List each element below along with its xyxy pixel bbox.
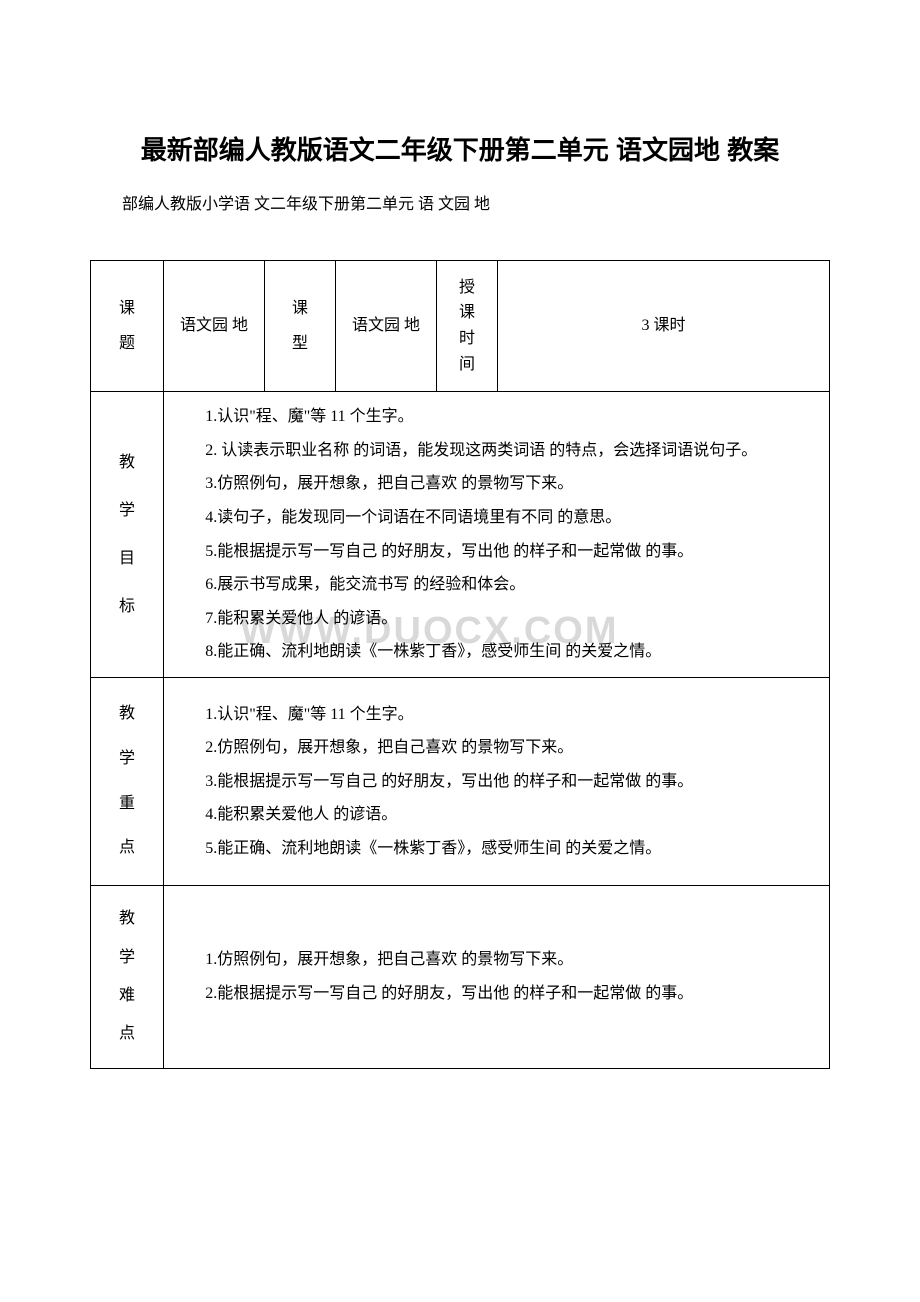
content-wrapper: 最新部编人教版语文二年级下册第二单元 语文园地 教案 部编人教版小学语 文二年级… <box>90 130 830 1069</box>
document-title: 最新部编人教版语文二年级下册第二单元 语文园地 教案 <box>90 130 830 167</box>
objective-item: 3.仿照例句，展开想象，把自己喜欢 的景物写下来。 <box>170 467 819 501</box>
row-label-difficulties: 教 学 难 点 <box>91 886 164 1069</box>
keypoint-item: 1.认识"程、魔"等 11 个生字。 <box>170 698 819 732</box>
header-label-topic-char1: 课 <box>119 291 135 326</box>
table-header-row: 课 题 语文园 地 课 型 语文园 地 授 课 时 <box>91 260 830 391</box>
objective-item: 4.读句子，能发现同一个词语在不同语境里有不同 的意思。 <box>170 501 819 535</box>
row-label-char: 标 <box>119 583 135 631</box>
difficulty-item: 1.仿照例句，展开想象，把自己喜欢 的景物写下来。 <box>170 943 819 977</box>
header-label-type: 课 型 <box>265 260 336 391</box>
objective-item: 6.展示书写成果，能交流书写 的经验和体会。 <box>170 568 819 602</box>
objective-item: 2. 认读表示职业名称 的词语，能发现这两类词语 的特点，会选择词语说句子。 <box>170 434 819 468</box>
header-value-topic: 语文园 地 <box>164 260 265 391</box>
document-page: WWW.DUOCX.COM 最新部编人教版语文二年级下册第二单元 语文园地 教案… <box>0 0 920 1129</box>
row-content-keypoints: 1.认识"程、魔"等 11 个生字。 2.仿照例句，展开想象，把自己喜欢 的景物… <box>164 677 830 885</box>
objective-item: 5.能根据提示写一写自己 的好朋友，写出他 的样子和一起常做 的事。 <box>170 535 819 569</box>
objective-item: 7.能积累关爱他人 的谚语。 <box>170 602 819 636</box>
header-label-type-char1: 课 <box>292 291 308 326</box>
header-label-time-text3: 时 <box>459 326 475 352</box>
header-value-time: 3 课时 <box>498 260 830 391</box>
row-label-char: 重 <box>119 782 135 827</box>
row-label-char: 学 <box>119 939 135 977</box>
lesson-table: 课 题 语文园 地 课 型 语文园 地 授 课 时 <box>90 260 830 1069</box>
row-label-char: 教 <box>119 692 135 737</box>
header-label-topic: 课 题 <box>91 260 164 391</box>
row-label-char: 目 <box>119 535 135 583</box>
table-row: 教 学 难 点 1.仿照例句，展开想象，把自己喜欢 的景物写下来。 2.能根据提… <box>91 886 830 1069</box>
keypoint-item: 3.能根据提示写一写自己 的好朋友，写出他 的样子和一起常做 的事。 <box>170 765 819 799</box>
row-label-objectives: 教 学 目 标 <box>91 392 164 678</box>
keypoint-item: 5.能正确、流利地朗读《一株紫丁香》，感受师生间 的关爱之情。 <box>170 832 819 866</box>
row-label-char: 教 <box>119 439 135 487</box>
row-label-char: 学 <box>119 737 135 782</box>
header-label-time: 授 课 时 间 <box>437 260 498 391</box>
table-row: 教 学 重 点 1.认识"程、魔"等 11 个生字。 2.仿照例句，展开想象，把… <box>91 677 830 885</box>
header-label-type-char2: 型 <box>292 326 308 361</box>
table-row: 教 学 目 标 1.认识"程、魔"等 11 个生字。 2. 认读表示职业名称 的… <box>91 392 830 678</box>
row-content-objectives: 1.认识"程、魔"等 11 个生字。 2. 认读表示职业名称 的词语，能发现这两… <box>164 392 830 678</box>
keypoint-item: 2.仿照例句，展开想象，把自己喜欢 的景物写下来。 <box>170 731 819 765</box>
row-label-char: 教 <box>119 900 135 938</box>
objective-item: 1.认识"程、魔"等 11 个生字。 <box>170 400 819 434</box>
objective-item: 8.能正确、流利地朗读《一株紫丁香》，感受师生间 的关爱之情。 <box>170 635 819 669</box>
header-value-type: 语文园 地 <box>336 260 437 391</box>
document-subtitle: 部编人教版小学语 文二年级下册第二单元 语 文园 地 <box>90 191 830 220</box>
header-label-time-text2: 课 <box>459 300 475 326</box>
row-label-char: 点 <box>119 1015 135 1053</box>
difficulty-item: 2.能根据提示写一写自己 的好朋友，写出他 的样子和一起常做 的事。 <box>170 977 819 1011</box>
row-label-char: 学 <box>119 487 135 535</box>
header-label-time-text1: 授 <box>459 275 475 301</box>
header-label-topic-char2: 题 <box>119 326 135 361</box>
row-content-difficulties: 1.仿照例句，展开想象，把自己喜欢 的景物写下来。 2.能根据提示写一写自己 的… <box>164 886 830 1069</box>
header-label-time-text4: 间 <box>459 352 475 378</box>
row-label-keypoints: 教 学 重 点 <box>91 677 164 885</box>
row-label-char: 点 <box>119 826 135 871</box>
keypoint-item: 4.能积累关爱他人 的谚语。 <box>170 798 819 832</box>
row-label-char: 难 <box>119 977 135 1015</box>
